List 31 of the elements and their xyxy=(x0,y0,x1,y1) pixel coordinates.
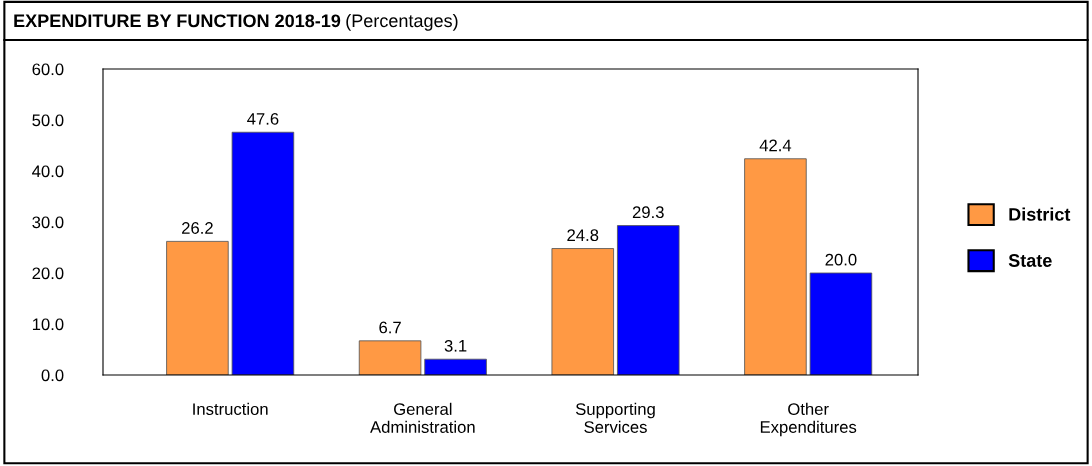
y-tick-label: 10.0 xyxy=(32,318,64,331)
y-tick-label: 50.0 xyxy=(32,114,64,127)
bar xyxy=(231,131,295,375)
bar xyxy=(617,225,680,375)
data-label: 42.4 xyxy=(759,139,792,152)
bar xyxy=(358,340,422,375)
chart-title: EXPENDITURE BY FUNCTION 2018-19 xyxy=(14,14,341,28)
bar xyxy=(424,358,487,375)
x-tick-label: Supporting Services xyxy=(575,402,655,433)
x-tick-label: General Administration xyxy=(370,402,475,433)
data-label: 29.3 xyxy=(632,206,664,219)
data-label: 26.2 xyxy=(182,222,213,234)
data-label: 3.1 xyxy=(444,339,467,352)
y-tick-label: 30.0 xyxy=(32,216,64,229)
y-tick-label: 0.0 xyxy=(41,369,64,382)
y-tick-label: 40.0 xyxy=(32,165,64,178)
bar xyxy=(551,248,614,375)
data-label: 47.6 xyxy=(247,112,279,125)
data-label: 20.0 xyxy=(825,253,857,266)
bar xyxy=(166,240,229,375)
bar xyxy=(809,272,873,375)
legend-label: State xyxy=(1008,254,1052,267)
legend-label: District xyxy=(1009,207,1071,221)
y-tick-label: 20.0 xyxy=(32,267,64,280)
x-tick-label: Instruction xyxy=(193,402,268,416)
chart-subtitle: (Percentages) xyxy=(346,13,458,31)
y-tick-label: 60.0 xyxy=(32,63,64,76)
data-label: 6.7 xyxy=(379,321,401,334)
data-label: 24.8 xyxy=(567,229,599,242)
x-tick-label: Other Expenditures xyxy=(760,402,857,437)
bar xyxy=(744,158,807,375)
